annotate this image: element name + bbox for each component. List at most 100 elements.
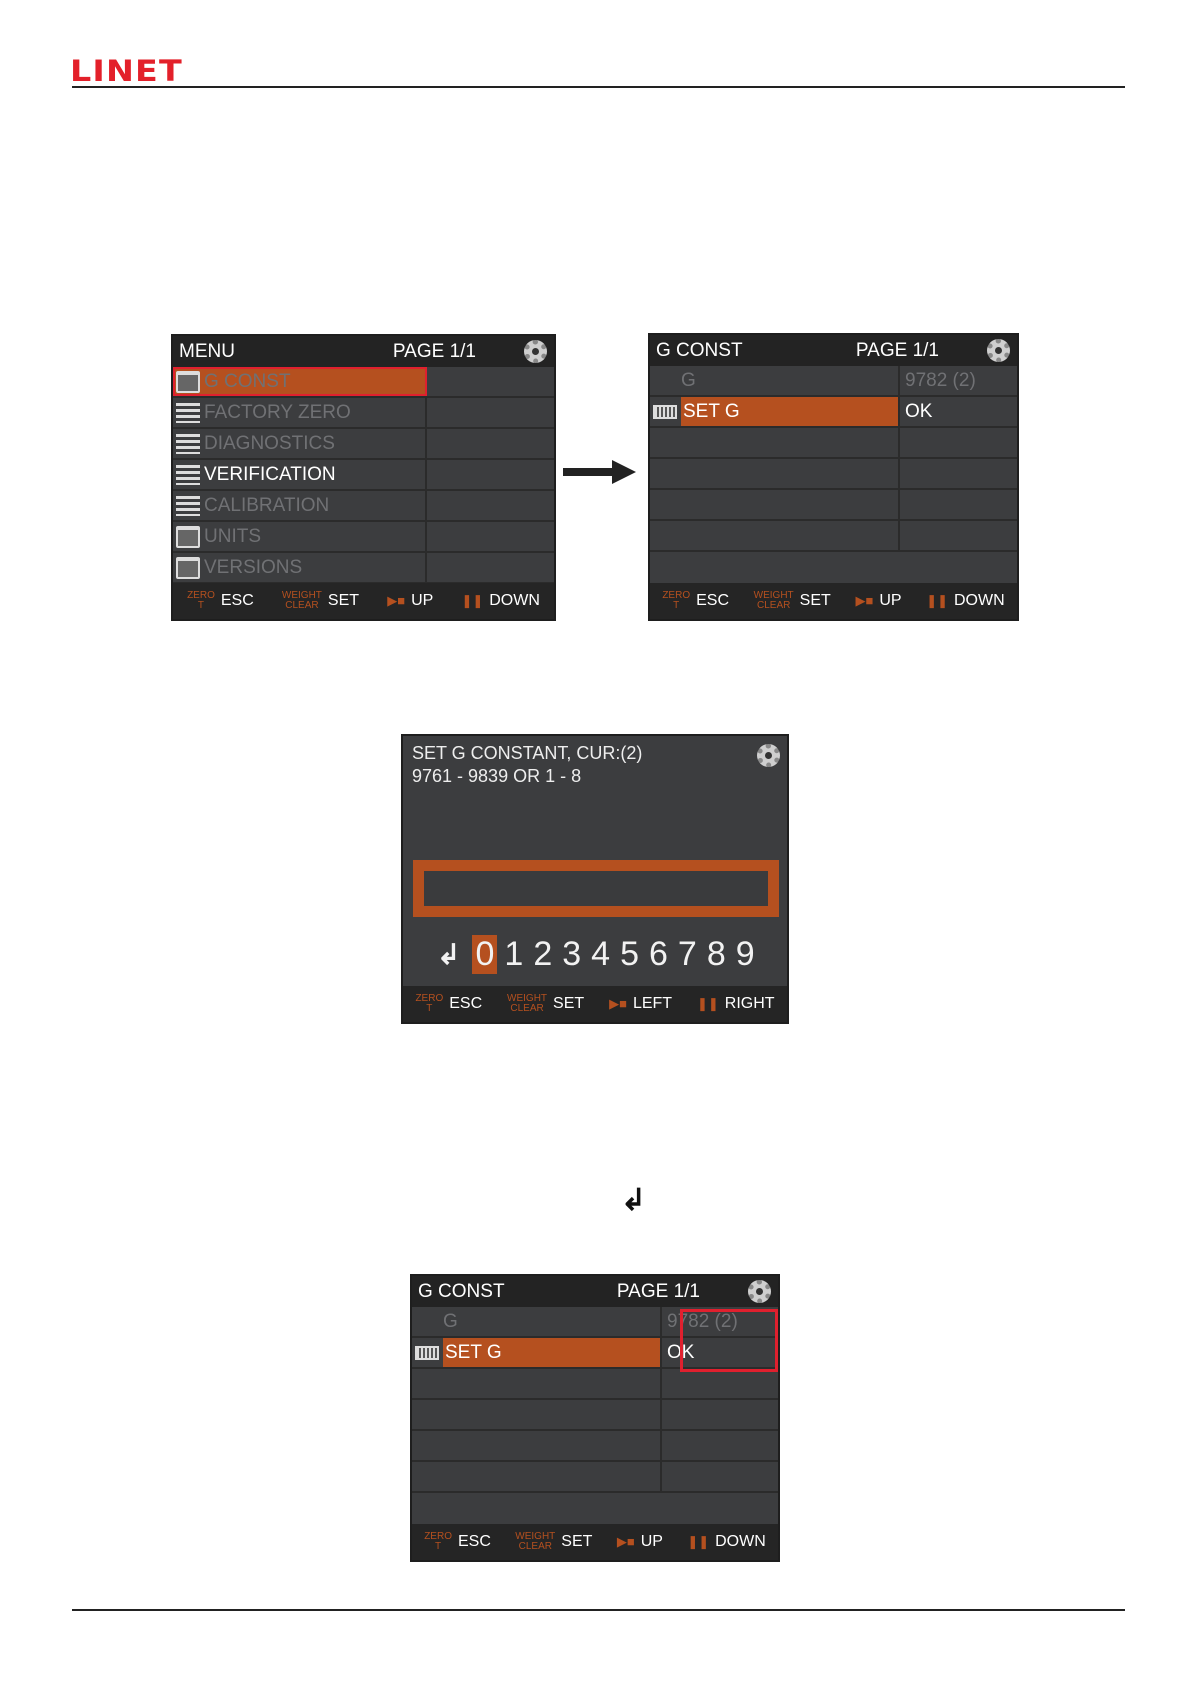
menu-item-versions[interactable]: VERSIONS — [173, 553, 554, 584]
set-g-constant-screen: SET G CONSTANT, CUR:(2) 9761 - 9839 OR 1… — [401, 734, 789, 1024]
pause-icon: ❚❚ — [461, 593, 484, 608]
setting-label-cell: G — [412, 1307, 662, 1336]
setting-label: SET G — [681, 397, 898, 426]
footer-rule — [72, 1609, 1125, 1611]
menu-item-value — [427, 429, 554, 458]
menu-item-cell[interactable]: DIAGNOSTICS — [173, 429, 427, 458]
empty-row — [412, 1431, 778, 1462]
empty-row — [412, 1400, 778, 1431]
menu-item-cell[interactable]: VERSIONS — [173, 553, 427, 582]
softkey-down[interactable]: ❚❚ DOWN — [926, 592, 1005, 609]
softkey-set[interactable]: WEIGHT CLEAR SET — [281, 590, 360, 611]
softkey-bar: ZERO T ESC WEIGHT CLEAR SET ▶■ UP ❚❚ DOWN — [412, 1524, 778, 1560]
softkey-up[interactable]: ▶■ UP — [616, 1533, 663, 1550]
menu-item-factory-zero[interactable]: FACTORY ZERO — [173, 398, 554, 429]
softkey-esc[interactable]: ZERO T ESC — [415, 993, 483, 1014]
softkey-set[interactable]: WEIGHT CLEAR SET — [753, 590, 831, 611]
digit-1[interactable]: 1 — [504, 935, 524, 973]
gear-icon[interactable] — [757, 744, 780, 767]
menu-item-value — [427, 398, 554, 427]
empty-row — [650, 428, 1017, 459]
gear-icon[interactable] — [524, 340, 547, 363]
menu-item-cell[interactable]: VERIFICATION — [173, 460, 427, 489]
menu-item-cell[interactable]: UNITS — [173, 522, 427, 551]
menu-item-verification[interactable]: VERIFICATION — [173, 460, 554, 491]
softkey-up[interactable]: ▶■ UP — [855, 592, 902, 609]
prompt-line-1: SET G CONSTANT, CUR:(2) — [412, 743, 643, 763]
menu-item-value — [427, 491, 554, 520]
digit-5[interactable]: 5 — [620, 935, 639, 973]
value-highlight-box — [680, 1309, 778, 1372]
list-icon — [176, 495, 200, 516]
menu-item-value — [427, 460, 554, 489]
play-stop-icon: ▶■ — [609, 996, 627, 1011]
softkey-up[interactable]: ▶■ UP — [387, 592, 434, 609]
menu-item-cell[interactable]: FACTORY ZERO — [173, 398, 427, 427]
digit-7[interactable]: 7 — [677, 935, 697, 973]
softkey-right[interactable]: ❚❚ RIGHT — [696, 995, 775, 1012]
setting-label-cell — [412, 1431, 662, 1460]
arrow-head-icon — [612, 460, 636, 484]
digit-0[interactable]: 0 — [472, 935, 498, 974]
setting-label: G — [443, 1310, 458, 1332]
softkey-set[interactable]: WEIGHT CLEAR SET — [507, 993, 585, 1014]
empty-row — [650, 490, 1017, 521]
screen-title: G CONST — [418, 1280, 505, 1302]
digit-9[interactable]: 9 — [735, 935, 755, 973]
digit-2[interactable]: 2 — [533, 935, 553, 973]
setting-value: OK — [905, 400, 933, 422]
softkey-esc[interactable]: ZERO T ESC — [424, 1531, 491, 1552]
arrow-icon — [563, 468, 615, 476]
list-icon — [176, 433, 200, 454]
softkey-set[interactable]: WEIGHT CLEAR SET — [515, 1531, 593, 1552]
softkey-esc[interactable]: ZERO T ESC — [187, 590, 254, 611]
digit-6[interactable]: 6 — [649, 935, 668, 973]
setting-row-g[interactable]: G 9782 (2) — [650, 366, 1017, 397]
menu-item-cell[interactable]: CALIBRATION — [173, 491, 427, 520]
enter-icon[interactable]: ↲ — [437, 939, 461, 970]
menu-item-calibration[interactable]: CALIBRATION — [173, 491, 554, 522]
softkey-down[interactable]: ❚❚ DOWN — [461, 592, 540, 609]
digit-8[interactable]: 8 — [706, 935, 726, 973]
keyboard-icon — [653, 404, 677, 419]
softkey-esc[interactable]: ZERO T ESC — [662, 590, 730, 611]
setting-value — [662, 1369, 778, 1398]
page-indicator: PAGE 1/1 — [616, 1280, 700, 1302]
setting-value — [662, 1462, 778, 1491]
menu-item-units[interactable]: UNITS — [173, 522, 554, 553]
empty-row — [650, 521, 1017, 552]
softkey-down[interactable]: ❚❚ DOWN — [687, 1533, 766, 1550]
list-icon — [176, 464, 200, 485]
menu-item-value — [427, 522, 554, 551]
digit-4[interactable]: 4 — [591, 935, 611, 973]
gconst-screen-confirm: G CONST PAGE 1/1 G 9782 (2) SET G OK ZERO T ES… — [410, 1274, 780, 1562]
linet-logo: LINET — [70, 54, 183, 88]
setting-row-g[interactable]: G 9782 (2) — [412, 1307, 778, 1338]
pause-icon: ❚❚ — [926, 593, 948, 608]
setting-label-cell: SET G — [412, 1338, 662, 1367]
menu-screen: MENU PAGE 1/1 G CONST FACTORY ZERO DIAGNOST… — [171, 334, 556, 621]
menu-item-g-const[interactable]: G CONST — [173, 367, 554, 398]
menu-item-diagnostics[interactable]: DIAGNOSTICS — [173, 429, 554, 460]
softkey-bar: ZERO T ESC WEIGHT CLEAR SET ▶■ UP ❚❚ DOWN — [173, 583, 554, 619]
menu-item-label: VERIFICATION — [204, 463, 336, 485]
gear-icon[interactable] — [987, 339, 1010, 362]
menu-item-label: G CONST — [204, 370, 291, 392]
setting-row-set-g[interactable]: SET G OK — [650, 397, 1017, 428]
screen-title: MENU — [179, 340, 235, 362]
setting-label-cell: G — [650, 366, 900, 395]
setting-value — [900, 490, 1017, 519]
setting-label-cell — [650, 521, 900, 550]
digit-3[interactable]: 3 — [562, 935, 582, 973]
softkey-left[interactable]: ▶■ LEFT — [609, 995, 673, 1012]
setting-label-cell — [412, 1462, 662, 1491]
menu-item-cell[interactable]: G CONST — [173, 367, 427, 396]
value-input[interactable] — [413, 860, 779, 917]
setting-label-cell — [650, 490, 900, 519]
gear-icon[interactable] — [748, 1280, 771, 1303]
setting-label: SET G — [443, 1338, 660, 1367]
pause-icon: ❚❚ — [687, 1534, 710, 1549]
folder-icon — [176, 525, 200, 548]
prompt-line-2: 9761 - 9839 OR 1 - 8 — [412, 766, 582, 786]
